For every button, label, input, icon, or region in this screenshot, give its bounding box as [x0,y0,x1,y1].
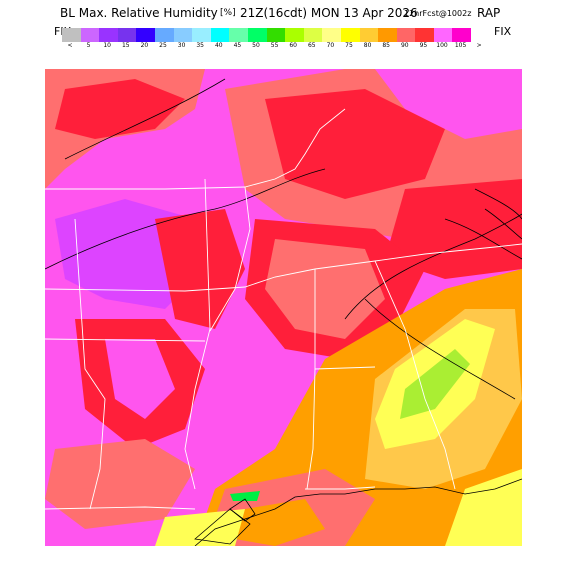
fix-right-label: FIX [494,25,512,38]
scale-tick-label: 45 [233,42,242,49]
scale-swatch [117,28,137,42]
scale-tick-label: 80 [363,42,372,49]
state-border-line [209,186,251,332]
scale-swatch [266,28,286,42]
scale-swatch [229,28,248,42]
humidity-fields [45,69,522,546]
scale-tick-label: 105 [454,42,467,49]
humidity-region [235,499,325,546]
scale-tick-label: > [476,42,482,49]
scale-tick-label: 40 [214,42,223,49]
coastline [194,478,522,546]
contour-line [229,498,256,522]
scale-tick-label: 60 [289,42,298,49]
scale-swatch [210,28,230,42]
scale-swatch [322,28,341,42]
state-border-line [74,218,106,510]
scale-tick-label: 75 [345,42,353,49]
state-borders [45,108,522,510]
contour-line [444,218,522,260]
contour-line [484,208,522,240]
scale-tick-label: 25 [159,42,167,49]
contour-line [474,188,522,220]
valid-time: 21Z(16cdt) MON 13 Apr 2026 [240,6,418,20]
contour-line [45,168,326,270]
scale-swatch [452,28,472,42]
scale-tick-label: < [67,42,73,49]
humidity-map [45,69,522,546]
scale-tick-label: 15 [121,42,130,49]
humidity-region [155,209,245,329]
scale-tick-label: 65 [307,42,316,49]
scale-swatch [396,28,416,42]
humidity-region [265,89,445,199]
scale-tick-label: 30 [177,42,186,49]
chart-title: BL Max. Relative Humidity [%] 21Z(16cdt)… [0,6,568,24]
humidity-region [45,439,195,529]
scale-swatch [136,28,155,42]
scale-swatch [80,28,100,42]
scale-tick-label: 95 [419,42,428,49]
humidity-region [55,79,185,139]
scale-swatch [247,28,267,42]
scale-swatch [285,28,304,42]
scale-tick-label: 35 [196,42,205,49]
scale-swatch [378,28,397,42]
contour-line [64,78,226,160]
contour-line [344,213,522,320]
state-border-line [305,486,376,490]
scale-tick-label: 5 [86,42,91,49]
scale-swatch [192,28,211,42]
product-name: BL Max. Relative Humidity [60,6,218,20]
humidity-contours [45,78,522,545]
scale-tick-label: 85 [382,42,391,49]
contour-line [364,298,516,400]
humidity-region [445,469,522,546]
scale-tick-label: 55 [270,42,279,49]
state-border-line [45,338,206,342]
scale-swatch [359,28,379,42]
state-border-line [374,260,456,490]
scale-tick-label: 70 [326,42,335,49]
scale-swatch [340,28,360,42]
humidity-region [400,349,470,419]
contour-line [194,508,251,545]
humidity-region [385,179,522,279]
color-scale-ticks: <5 10 15 20 25 30 35 40 45 50 55 60 65 70 75 80 85 90 95 10… [62,42,502,52]
model-name: RAP [477,6,501,20]
state-border-line [45,506,196,510]
state-border-line [314,366,376,370]
humidity-region [375,69,522,139]
scale-tick-label: 100 [436,42,448,49]
scale-swatch [415,28,434,42]
scale-tick-label: 10 [103,42,112,49]
scale-tick-label: 90 [400,42,409,49]
coastline-path [194,478,522,546]
scale-swatch [433,28,453,42]
scale-swatch [99,28,118,42]
scale-tick-label: 20 [140,42,149,49]
humidity-region [105,339,175,419]
scale-tick-label: 50 [252,42,260,49]
state-border-line [45,108,346,190]
units-label: [%] [220,8,236,18]
humidity-region [155,509,245,546]
scale-swatch [303,28,323,42]
scale-swatch [154,28,174,42]
state-border-line [306,269,316,490]
color-scale [62,28,472,42]
forecast-label: 12hrFcst@1002z [404,9,472,18]
scale-swatch [62,28,81,42]
state-border-line [184,178,211,490]
scale-swatch [173,28,193,42]
humidity-region [230,491,260,501]
